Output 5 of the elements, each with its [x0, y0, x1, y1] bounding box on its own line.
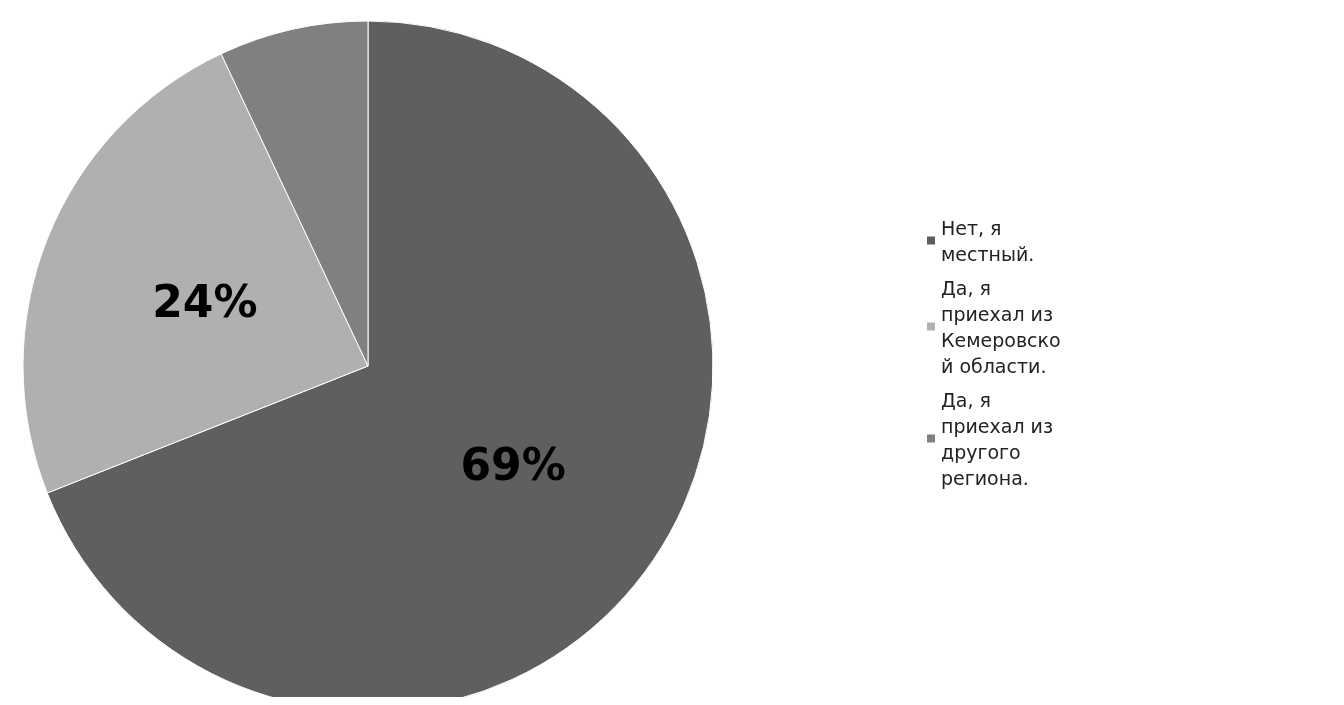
data-label: 69%: [460, 439, 566, 491]
data-label: 24%: [152, 275, 258, 327]
legend-label: Да, я приехал из Кемеровской области.: [941, 276, 1061, 377]
legend-label: Да, я приехал из другого региона.: [941, 388, 1060, 489]
legend-label: Нет, я местный.: [941, 216, 1035, 265]
